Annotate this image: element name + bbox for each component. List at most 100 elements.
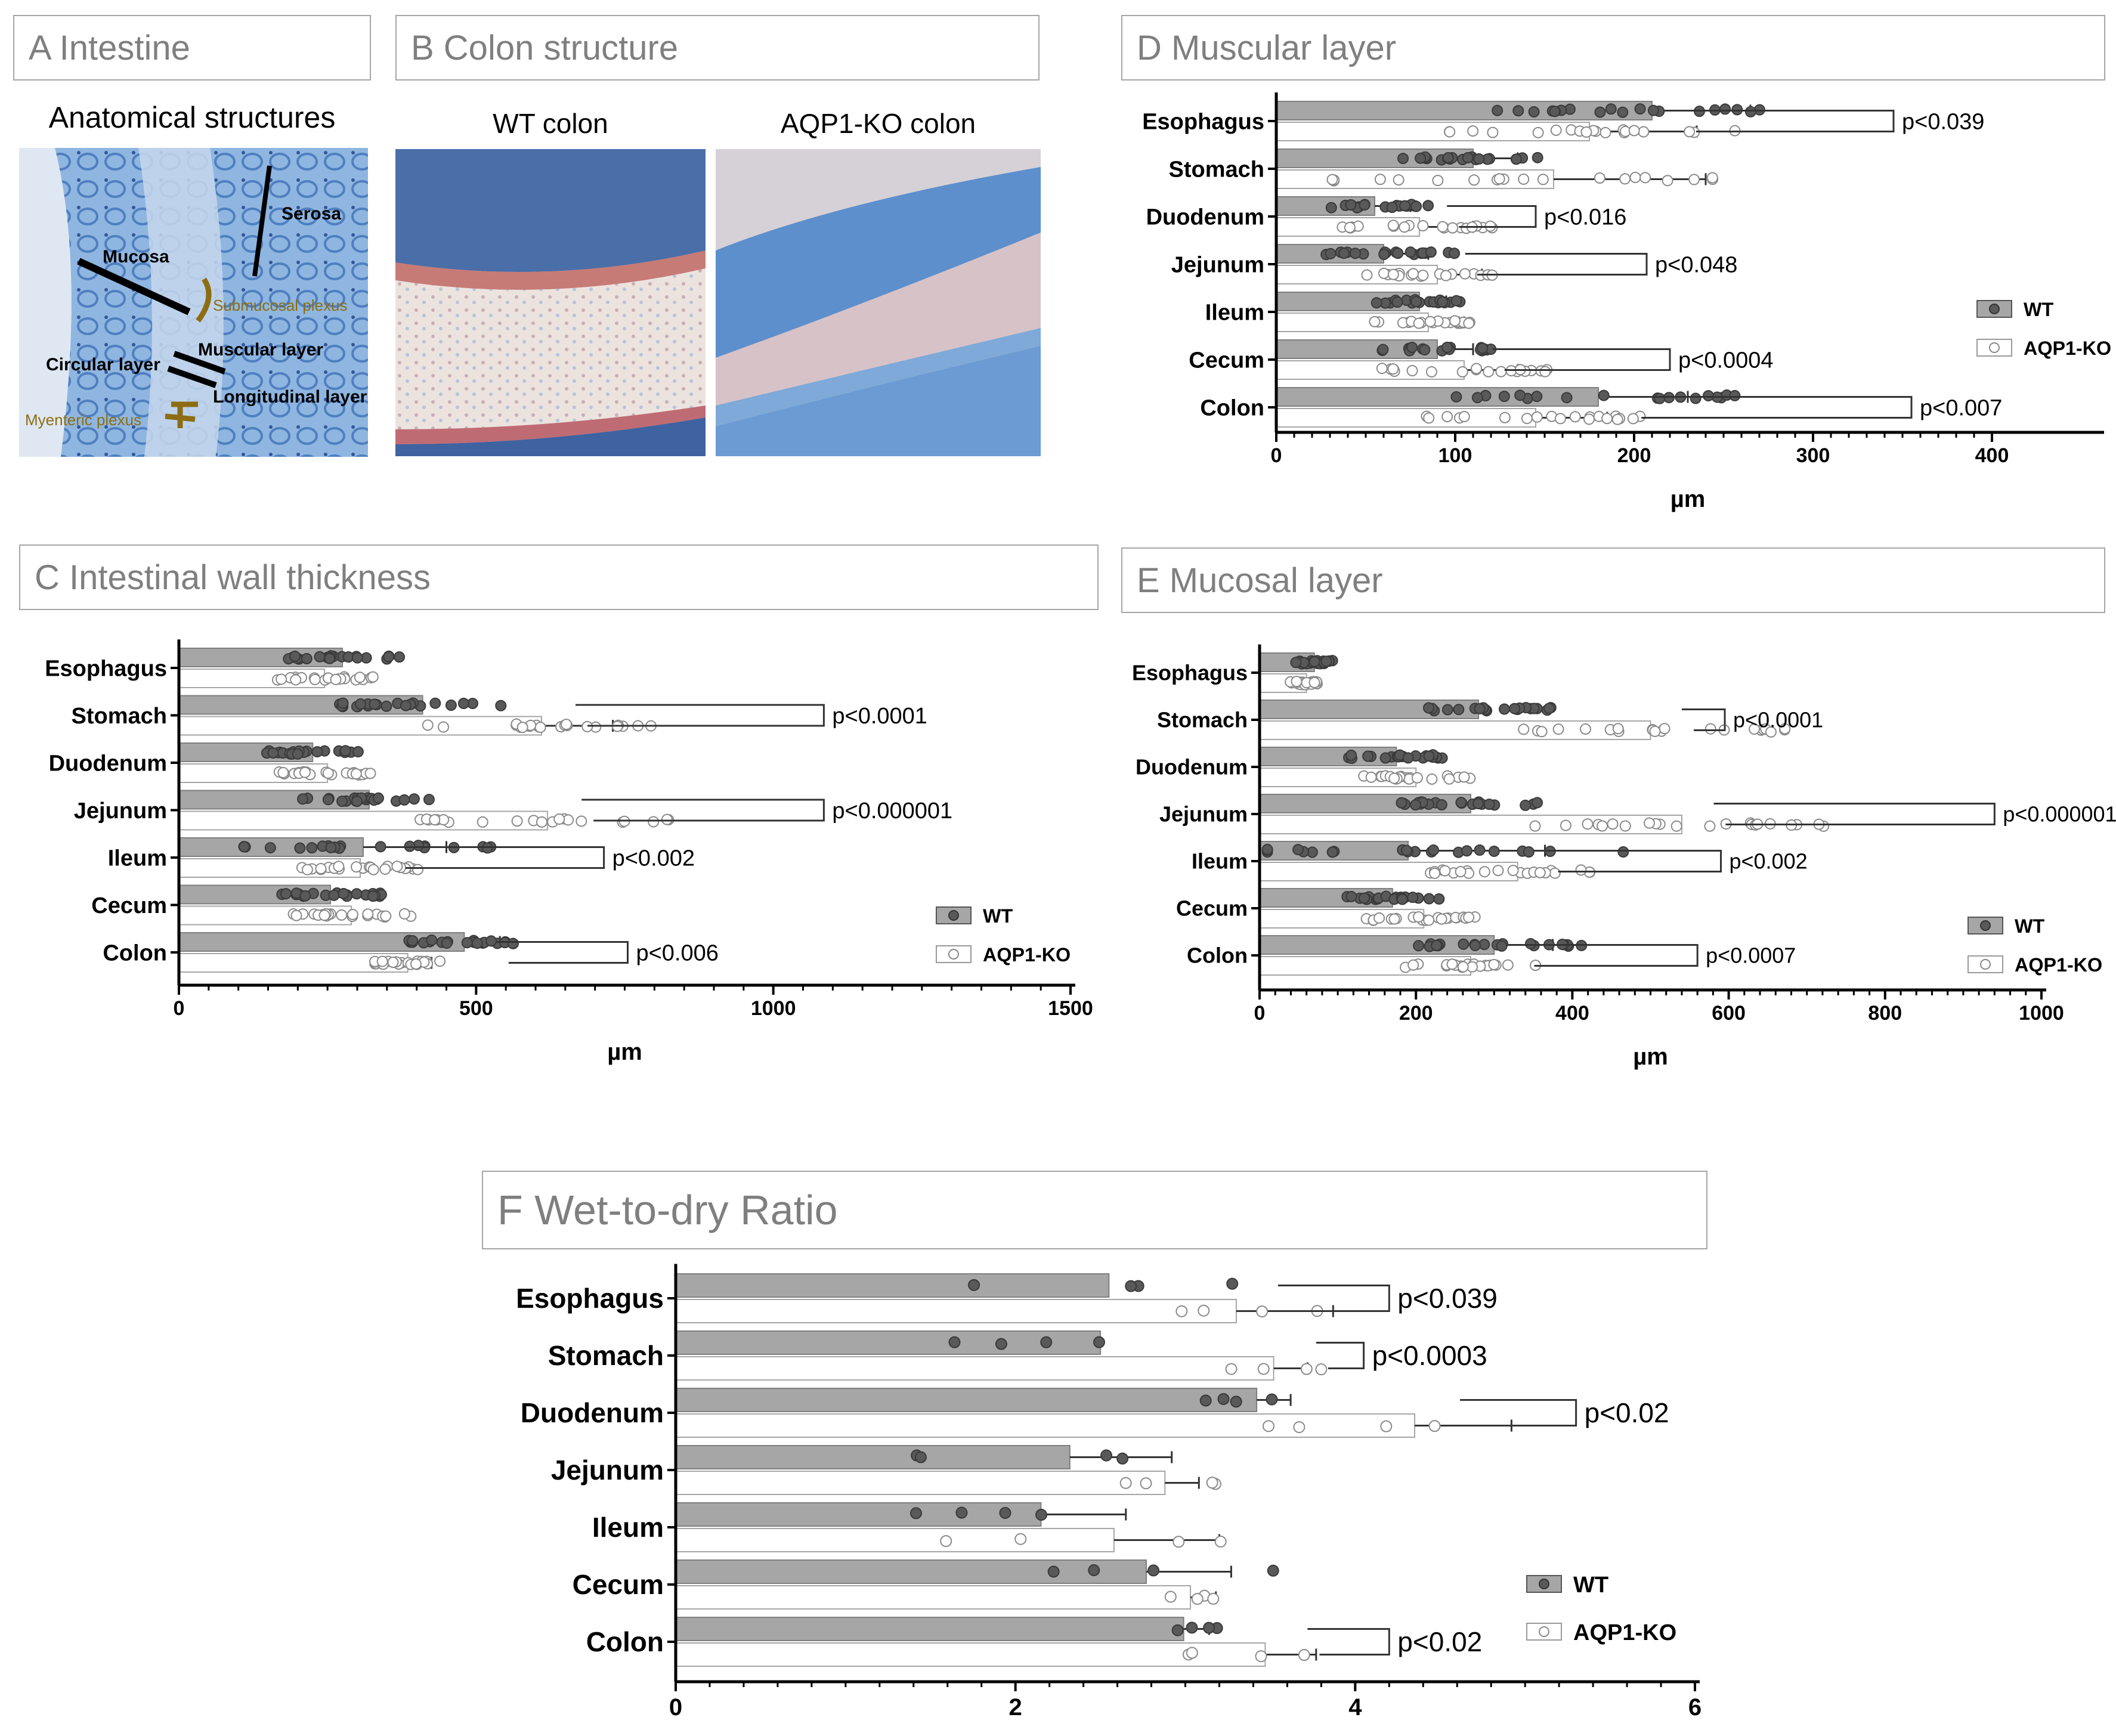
wt-data-point bbox=[1532, 151, 1543, 163]
chart-f: Esophagus Stomach Duodenum Jejunum Ileum Cecu… bbox=[516, 1264, 1702, 1720]
ko-colon-caption: AQP1-KO colon bbox=[780, 108, 976, 139]
ko-bar bbox=[1259, 720, 1651, 740]
significance-bracket bbox=[575, 704, 825, 727]
wt-data-point bbox=[351, 796, 363, 807]
ko-data-point bbox=[1458, 771, 1470, 783]
wt-data-point bbox=[1415, 152, 1427, 164]
wt-data-point bbox=[280, 888, 292, 900]
wt-data-point bbox=[1428, 844, 1440, 856]
ko-data-point bbox=[1376, 363, 1388, 375]
wt-data-point bbox=[1292, 844, 1304, 856]
ko-data-point bbox=[354, 671, 366, 683]
x-tick-label: 4 bbox=[1348, 1694, 1362, 1720]
significance-bracket bbox=[1316, 1342, 1365, 1369]
ko-data-point bbox=[1164, 1590, 1177, 1603]
panel-c-title: C Intestinal wall thickness bbox=[19, 544, 1099, 610]
wt-data-point bbox=[1441, 342, 1453, 354]
legend-dot bbox=[1980, 959, 1991, 970]
ko-data-point bbox=[1569, 411, 1581, 423]
ko-data-point bbox=[1779, 723, 1791, 735]
wt-data-point bbox=[322, 794, 334, 806]
wt-data-point bbox=[1477, 342, 1489, 354]
ko-data-point bbox=[1611, 413, 1623, 425]
ko-data-point bbox=[1531, 411, 1543, 423]
wt-data-point bbox=[1729, 389, 1741, 401]
ko-data-point bbox=[1447, 222, 1459, 234]
legend-dot bbox=[1539, 1626, 1549, 1637]
wt-data-point bbox=[995, 1338, 1007, 1350]
anatomy-micrograph: Serosa Mucosa Submucosal plexus Muscular… bbox=[19, 148, 368, 457]
ko-data-point bbox=[1688, 174, 1700, 185]
wt-data-point bbox=[495, 700, 507, 711]
ko-data-point bbox=[1315, 1363, 1328, 1376]
ko-data-point bbox=[1483, 366, 1495, 377]
ko-data-point bbox=[1600, 126, 1611, 138]
wt-bar bbox=[1259, 935, 1495, 955]
ko-data-point bbox=[1628, 125, 1640, 137]
wt-data-point bbox=[301, 653, 313, 665]
ko-bar bbox=[675, 1299, 1237, 1323]
wt-data-point bbox=[471, 937, 483, 949]
x-tick-label: 6 bbox=[1688, 1694, 1702, 1720]
ko-data-point bbox=[1575, 864, 1587, 876]
p-value-label: p<0.02 bbox=[1397, 1626, 1482, 1657]
wt-data-point bbox=[238, 841, 250, 853]
panel-d-title-text: D Muscular layer bbox=[1137, 28, 1397, 67]
category-label: Stomach bbox=[72, 704, 167, 729]
ko-data-point bbox=[1140, 1477, 1152, 1490]
significance-bracket bbox=[1684, 110, 1895, 132]
ko-data-point bbox=[1344, 221, 1356, 233]
significance-bracket bbox=[1546, 850, 1722, 872]
p-value-label: p<0.039 bbox=[1902, 109, 1984, 134]
wt-data-point bbox=[1396, 797, 1407, 809]
ko-bar bbox=[1259, 815, 1682, 834]
ko-data-point bbox=[1560, 819, 1571, 831]
ko-data-point bbox=[1380, 1420, 1393, 1432]
ko-bar bbox=[675, 1642, 1266, 1667]
ko-data-point bbox=[364, 768, 376, 779]
panel-b-title: B Colon structure bbox=[395, 15, 1040, 81]
ko-data-point bbox=[1507, 865, 1519, 877]
category-label: Jejunum bbox=[551, 1455, 664, 1486]
legend-ko-swatch bbox=[1526, 1623, 1562, 1641]
wt-data-point bbox=[1473, 153, 1485, 165]
ko-data-point bbox=[1704, 723, 1716, 735]
ko-data-point bbox=[1119, 1477, 1132, 1489]
ko-data-point bbox=[347, 908, 358, 920]
ko-data-point bbox=[1429, 867, 1441, 879]
wt-data-point bbox=[1325, 247, 1337, 259]
ko-data-point bbox=[1387, 219, 1399, 231]
category-label: Cecum bbox=[1189, 348, 1264, 373]
ko-data-point bbox=[1488, 958, 1500, 970]
panel-a-title: A Intestine bbox=[13, 15, 371, 81]
ko-data-point bbox=[1670, 820, 1682, 832]
ko-data-point bbox=[1446, 958, 1458, 970]
wt-data-point bbox=[1199, 1394, 1212, 1407]
wt-data-point bbox=[1492, 104, 1504, 116]
ko-data-point bbox=[1399, 221, 1410, 233]
wt-data-point bbox=[1040, 1336, 1053, 1348]
wt-data-point bbox=[355, 698, 367, 710]
wt-data-point bbox=[1399, 200, 1411, 212]
category-label: Duodenum bbox=[1146, 205, 1264, 230]
wt-data-point bbox=[1524, 937, 1536, 949]
p-value-label: p<0.0004 bbox=[1678, 348, 1774, 373]
ko-data-point bbox=[940, 1535, 952, 1548]
wt-data-point bbox=[1405, 246, 1416, 258]
wt-data-point bbox=[325, 841, 337, 853]
wt-data-point bbox=[1543, 703, 1555, 714]
x-tick-label: 100 bbox=[1438, 444, 1472, 467]
ko-data-point bbox=[648, 816, 660, 828]
ko-data-point bbox=[1639, 172, 1651, 184]
ko-data-point bbox=[1749, 723, 1761, 735]
ko-data-point bbox=[1468, 174, 1480, 186]
ko-data-point bbox=[1463, 911, 1475, 923]
legend-ko-label: AQP1-KO bbox=[1573, 1620, 1676, 1645]
ko-data-point bbox=[1552, 723, 1564, 735]
panel-e-title-text: E Mucosal layer bbox=[1137, 561, 1383, 600]
p-value-label: p<0.02 bbox=[1585, 1397, 1669, 1428]
wt-data-point bbox=[297, 793, 309, 805]
category-label: Duodenum bbox=[521, 1397, 664, 1428]
p-value-label: p<0.002 bbox=[1729, 849, 1807, 874]
ko-data-point bbox=[1443, 773, 1455, 785]
